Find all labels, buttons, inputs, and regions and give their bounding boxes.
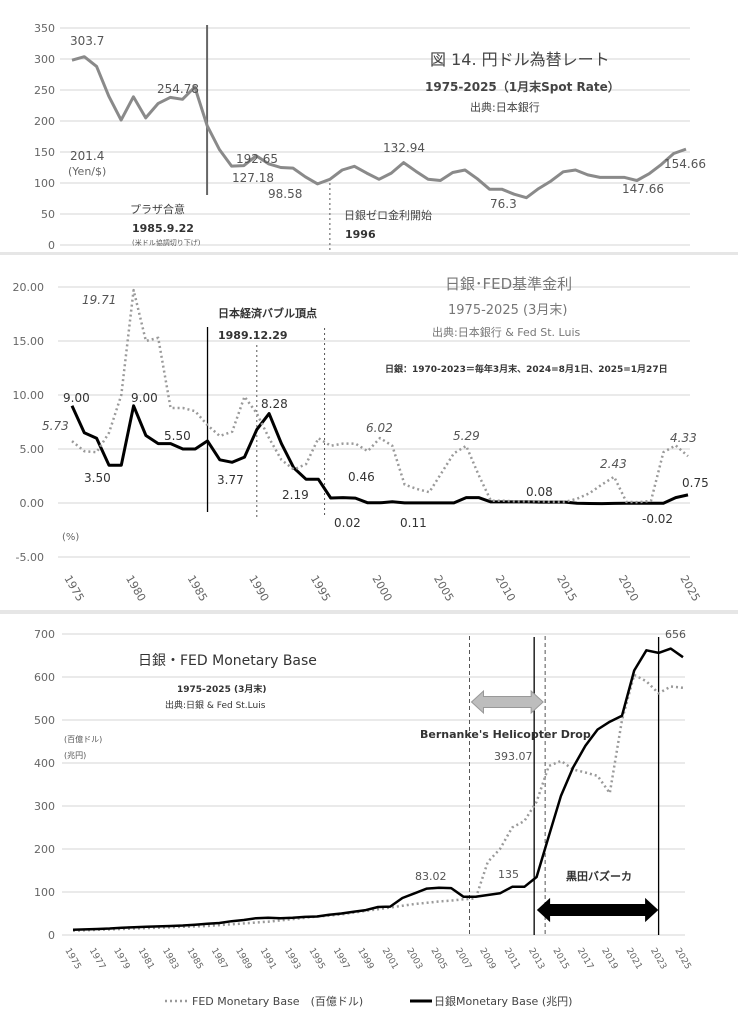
y-tick-label: 50 <box>41 208 55 221</box>
annotation: プラザ合意 <box>130 202 185 216</box>
series-line-fed <box>71 288 689 504</box>
y-tick-label: 500 <box>34 714 55 727</box>
y-tick-label: 150 <box>34 146 55 159</box>
data-label: 393.07 <box>494 750 533 763</box>
data-label: 9.00 <box>131 391 158 405</box>
annotation: 1985.9.22 <box>132 222 194 235</box>
annotation: 日本経済バブル頂点 <box>218 306 317 320</box>
y-tick-label: 5.00 <box>20 443 45 456</box>
chart-source: 出典:日銀 & Fed St.Luis <box>165 699 266 711</box>
data-label: 6.02 <box>366 421 393 435</box>
chart-subtitle: 1975-2025（1月末Spot Rate） <box>425 79 620 94</box>
data-label: 3.77 <box>217 473 244 487</box>
data-label: 5.73 <box>42 419 69 433</box>
data-label: 154.66 <box>664 157 706 171</box>
data-label: 5.50 <box>164 429 191 443</box>
data-label: 147.66 <box>622 182 664 196</box>
y-tick-label: 0 <box>48 239 55 252</box>
data-label: 127.18 <box>232 171 274 185</box>
y-tick-label: 15.00 <box>13 335 45 348</box>
y-axis-label: (%) <box>62 532 79 543</box>
chart-note: 日銀：1970-2023＝毎年3月末、2024=8月1日、2025=1月27日 <box>385 363 668 375</box>
annotation: 1996 <box>345 228 376 241</box>
y-tick-label: 300 <box>34 53 55 66</box>
data-label: 4.33 <box>670 431 697 445</box>
y-tick-label: 700 <box>34 628 55 641</box>
annotation: (米ドル協調切り下げ) <box>132 238 201 247</box>
data-label: 98.58 <box>268 187 302 201</box>
chart-subtitle: 1975-2025 (3月末) <box>448 303 567 318</box>
y-tick-label: 10.00 <box>13 389 45 402</box>
helicopter-drop-arrow <box>470 689 544 715</box>
chart-title: 日銀･FED基準金利 <box>445 275 572 293</box>
data-label: 201.4 <box>70 149 104 163</box>
annotation: 1989.12.29 <box>218 329 288 342</box>
annotation: Bernanke's Helicopter Drop <box>420 728 591 741</box>
data-label: 0.46 <box>348 470 375 484</box>
series-line-usdjpy <box>71 55 687 200</box>
data-label: 76.3 <box>490 197 517 211</box>
data-label: 0.08 <box>526 485 553 499</box>
chart-source: 出典:日本銀行 & Fed St. Luis <box>432 325 581 339</box>
series-line-fed <box>72 673 684 932</box>
data-label: 3.50 <box>84 471 111 485</box>
data-label: 5.29 <box>453 429 480 443</box>
series-line-boj <box>70 404 689 506</box>
data-label: 135 <box>498 868 519 881</box>
series-line-boj <box>72 647 684 932</box>
y-tick-label: 20.00 <box>13 281 45 294</box>
data-label: 0.75 <box>682 476 709 490</box>
data-label: 254.78 <box>157 82 199 96</box>
chart-title: 図 14. 円ドル為替レート <box>430 50 610 69</box>
panel-policy-rates <box>0 255 738 610</box>
y-tick-label: 0.00 <box>20 497 45 510</box>
data-label: 9.00 <box>63 391 90 405</box>
y-tick-label: -5.00 <box>16 551 44 564</box>
legend-label-boj: 日銀Monetary Base (兆円) <box>434 994 572 1008</box>
chart-subtitle: 1975-2025 (3月末) <box>177 683 266 695</box>
y-tick-label: 400 <box>34 757 55 770</box>
data-label: 656 <box>665 628 686 641</box>
data-label: -0.02 <box>642 512 673 526</box>
y-tick-label: 200 <box>34 115 55 128</box>
data-label: 0.02 <box>334 516 361 530</box>
y-tick-label: 100 <box>34 177 55 190</box>
data-label: 8.28 <box>261 397 288 411</box>
data-label: 2.43 <box>600 457 627 471</box>
data-label: 19.71 <box>82 293 116 307</box>
chart-title: 日銀・FED Monetary Base <box>138 653 317 669</box>
data-label: 132.94 <box>383 141 425 155</box>
chart-source: 出典:日本銀行 <box>470 100 540 114</box>
y-tick-label: 100 <box>34 886 55 899</box>
data-label: 83.02 <box>415 870 447 883</box>
y-tick-label: 300 <box>34 800 55 813</box>
y-tick-label: 250 <box>34 84 55 97</box>
panel-monetary-base <box>0 614 738 1024</box>
y-axis-label: (兆円) <box>64 750 86 760</box>
panel-exchange-rate <box>0 0 738 252</box>
y-axis-label: (百億ドル) <box>64 734 102 744</box>
legend-label-fed: FED Monetary Base (百億ドル) <box>192 995 363 1008</box>
y-tick-label: 200 <box>34 843 55 856</box>
data-label: 192.65 <box>236 152 278 166</box>
annotation: 黒田バズーカ <box>566 869 632 883</box>
y-tick-label: 600 <box>34 671 55 684</box>
data-label: 2.19 <box>282 488 309 502</box>
y-tick-label: 350 <box>34 22 55 35</box>
y-tick-label: 0 <box>48 929 55 942</box>
data-label: 303.7 <box>70 34 104 48</box>
data-label: 0.11 <box>400 516 427 530</box>
y-axis-label: (Yen/$) <box>68 165 106 178</box>
annotation: 日銀ゼロ金利開始 <box>344 208 432 222</box>
kuroda-bazooka-arrow <box>536 897 659 923</box>
